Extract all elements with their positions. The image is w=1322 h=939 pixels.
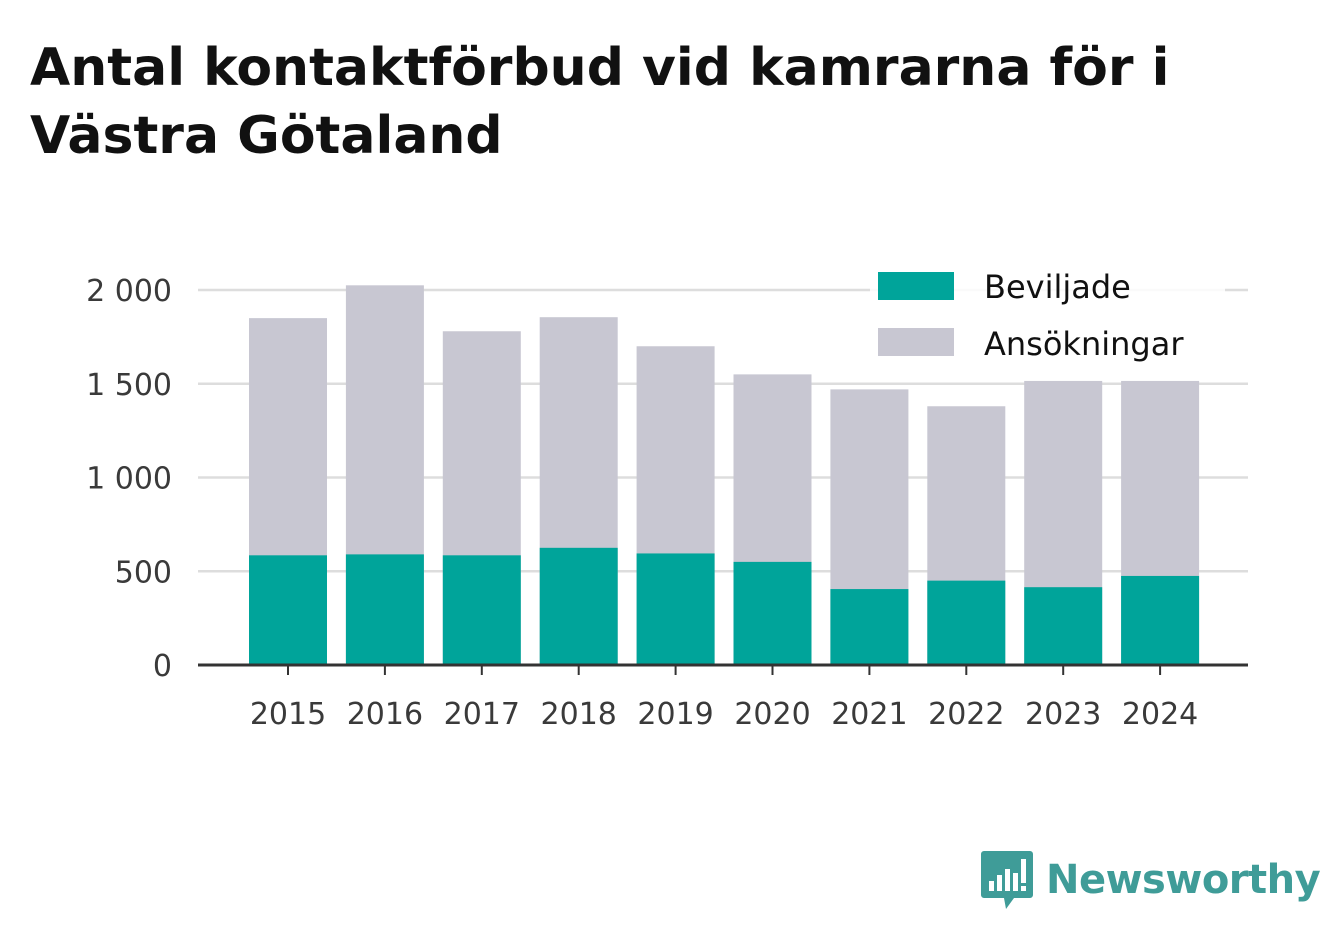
x-axis-ticks <box>287 665 1162 675</box>
x-tick-label-2024: 2024 <box>1122 697 1198 732</box>
y-tick-label: 1 000 <box>86 462 172 497</box>
legend-swatch-ansokningar <box>878 328 954 356</box>
bar-beviljade-2015 <box>249 555 327 665</box>
x-tick-label-2018: 2018 <box>541 697 617 732</box>
x-tick-label-2020: 2020 <box>734 697 810 732</box>
bar-beviljade-2016 <box>345 554 424 665</box>
legend-swatch-beviljade <box>878 272 954 300</box>
x-tick-label-2017: 2017 <box>444 697 520 732</box>
y-tick-label: 500 <box>115 555 172 590</box>
y-tick-label: 0 <box>153 649 172 684</box>
chart-title: Antal kontaktförbud vid kamrarna för i V… <box>30 38 1170 166</box>
legend: Beviljade Ansökningar <box>870 266 1225 371</box>
bar-beviljade-2019 <box>636 553 715 665</box>
legend-label-beviljade: Beviljade <box>984 268 1131 306</box>
y-tick-label: 2 000 <box>86 274 172 309</box>
newsworthy-logo: Newsworthy <box>980 848 1321 912</box>
x-tick-label-2016: 2016 <box>347 697 423 732</box>
bar-beviljade-2018 <box>539 547 618 665</box>
logo-text: Newsworthy <box>1046 857 1321 903</box>
x-tick-label-2015: 2015 <box>250 697 326 732</box>
x-tick-label-2023: 2023 <box>1025 697 1101 732</box>
x-tick-label-2021: 2021 <box>831 697 907 732</box>
bar-beviljade-2022 <box>927 580 1006 665</box>
bar-beviljade-2024 <box>1121 575 1200 665</box>
y-tick-label: 1 500 <box>86 368 172 403</box>
x-tick-label-2022: 2022 <box>928 697 1004 732</box>
y-axis-tick-labels: 0 500 1 000 1 500 2 000 <box>86 274 172 684</box>
bar-beviljade-2021 <box>830 589 909 665</box>
legend-label-ansokningar: Ansökningar <box>984 325 1184 363</box>
newsworthy-bar-chart-icon <box>981 851 1033 909</box>
x-tick-label-2019: 2019 <box>637 697 713 732</box>
x-axis-tick-labels: 2015 2016 2017 2018 2019 2020 2021 2022 2023 2024 <box>250 697 1198 732</box>
bar-beviljade-2020 <box>733 561 812 665</box>
bar-beviljade-2023 <box>1024 587 1103 665</box>
granted-bars <box>249 547 1200 665</box>
bar-beviljade-2017 <box>442 555 521 665</box>
